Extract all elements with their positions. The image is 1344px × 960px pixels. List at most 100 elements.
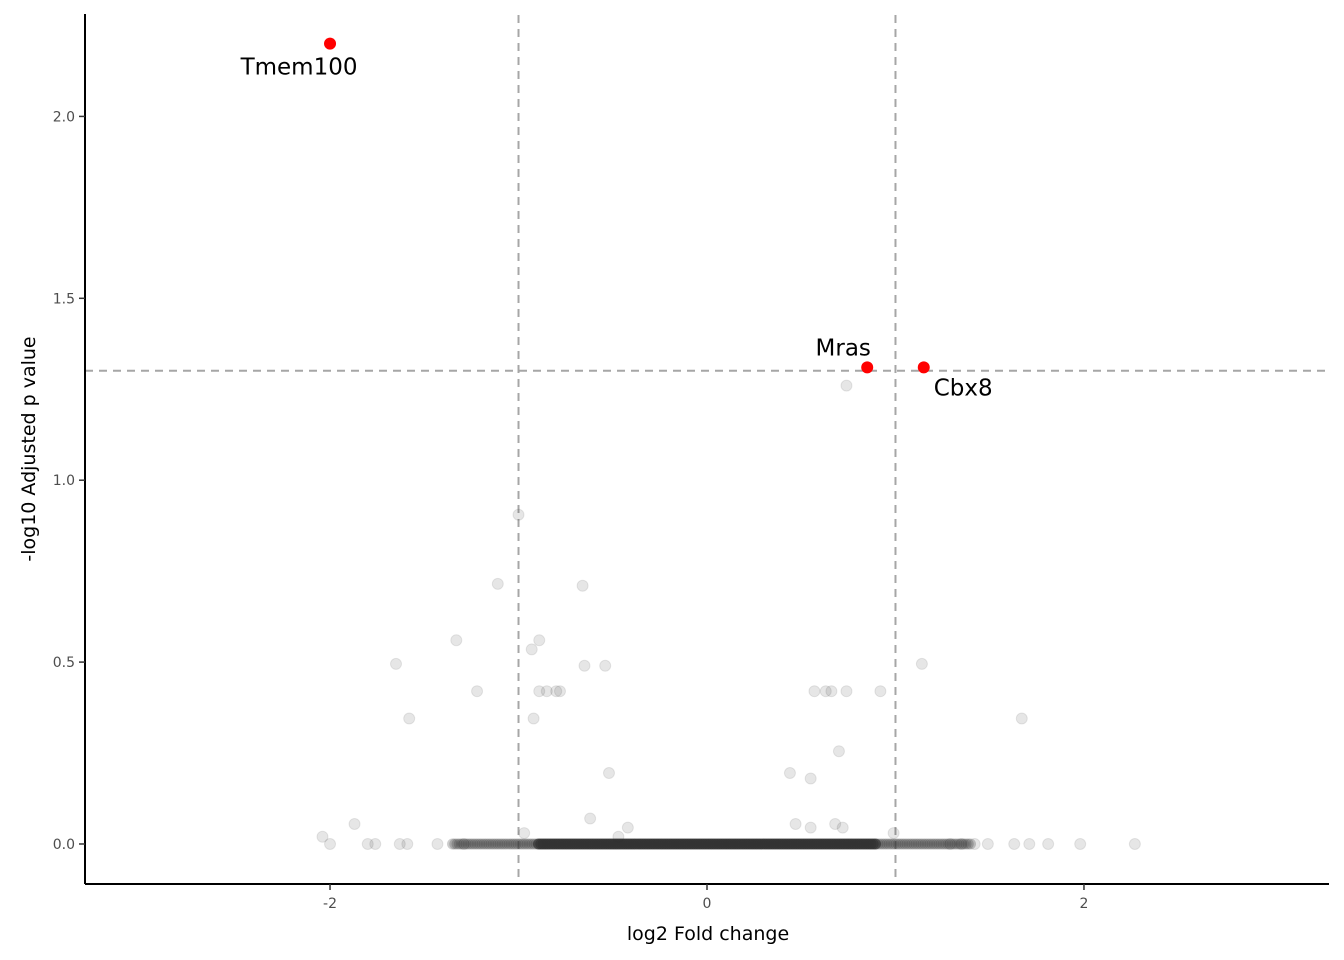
- data-point: [890, 838, 902, 850]
- data-point: [492, 838, 504, 850]
- data-point: [825, 685, 838, 698]
- data-point: [897, 838, 909, 850]
- data-point: [499, 838, 511, 850]
- y-tick-label: 1.5: [53, 291, 75, 307]
- data-point: [946, 838, 958, 850]
- y-tick-label: 0.5: [53, 655, 75, 671]
- data-point: [517, 838, 529, 850]
- data-point: [962, 838, 974, 850]
- data-point: [951, 838, 963, 850]
- data-point: [881, 838, 893, 850]
- data-point: [808, 685, 821, 698]
- data-point: [892, 838, 904, 850]
- y-tick-label: 1.0: [53, 473, 75, 489]
- data-point: [512, 508, 525, 521]
- data-point: [447, 838, 459, 850]
- data-point: [508, 838, 520, 850]
- data-point: [955, 838, 967, 850]
- data-point: [819, 685, 832, 698]
- data-point: [924, 838, 936, 850]
- data-point: [922, 838, 934, 850]
- data-point: [928, 838, 940, 850]
- data-point: [915, 657, 928, 670]
- data-point: [525, 643, 538, 656]
- data-point: [457, 837, 470, 850]
- data-point: [451, 838, 463, 850]
- data-point: [324, 837, 337, 850]
- data-point: [460, 838, 472, 850]
- significant-point: [917, 361, 930, 374]
- data-point: [937, 838, 949, 850]
- data-point: [874, 838, 886, 850]
- data-point: [933, 838, 945, 850]
- x-tick-label: 0: [703, 896, 712, 912]
- data-point: [474, 838, 486, 850]
- data-point: [829, 817, 842, 830]
- y-axis: 0.0 0.5 1.0 1.5 2.0: [53, 14, 86, 884]
- data-point: [533, 685, 546, 698]
- y-axis-title: -log10 Adjusted p value: [18, 336, 40, 561]
- data-point: [361, 837, 374, 850]
- data-point: [469, 838, 481, 850]
- data-point: [901, 838, 913, 850]
- background-points: [316, 379, 1141, 850]
- data-point: [503, 838, 515, 850]
- data-point: [1015, 712, 1028, 725]
- data-point: [521, 838, 533, 850]
- gene-label: Tmem100: [240, 55, 358, 81]
- data-point: [527, 712, 540, 725]
- gene-label: Cbx8: [934, 375, 993, 401]
- data-point: [487, 838, 499, 850]
- data-point: [401, 837, 414, 850]
- data-point: [935, 838, 947, 850]
- data-point: [903, 838, 915, 850]
- data-point: [348, 817, 361, 830]
- data-point: [894, 838, 906, 850]
- data-point: [510, 838, 522, 850]
- data-point: [783, 767, 796, 780]
- data-point: [518, 827, 531, 840]
- data-point: [553, 685, 566, 698]
- data-point: [942, 838, 954, 850]
- data-point: [369, 837, 382, 850]
- data-point: [550, 685, 563, 698]
- data-point: [965, 838, 977, 850]
- data-point: [431, 837, 444, 850]
- data-point: [915, 838, 927, 850]
- threshold-lines: [85, 15, 1329, 884]
- data-point: [940, 838, 952, 850]
- data-point: [483, 838, 495, 850]
- data-point: [456, 838, 468, 850]
- data-point: [467, 838, 479, 850]
- data-point: [944, 838, 956, 850]
- data-point: [1128, 837, 1141, 850]
- x-tick-label: 2: [1080, 896, 1089, 912]
- data-point: [804, 772, 817, 785]
- data-point: [944, 837, 957, 850]
- y-tick-label: 0.0: [53, 837, 75, 853]
- data-point: [471, 838, 483, 850]
- data-point: [960, 838, 972, 850]
- data-point: [1008, 837, 1021, 850]
- x-axis: -2 0 2: [85, 883, 1329, 912]
- data-point: [465, 838, 477, 850]
- data-point: [533, 634, 546, 647]
- data-point: [450, 634, 463, 647]
- data-point: [462, 838, 474, 850]
- data-point: [480, 838, 492, 850]
- data-point: [981, 837, 994, 850]
- data-point: [540, 685, 553, 698]
- data-point: [840, 685, 853, 698]
- data-point: [840, 379, 853, 392]
- data-point: [471, 685, 484, 698]
- data-point: [917, 838, 929, 850]
- data-point: [576, 579, 589, 592]
- data-point: [403, 712, 416, 725]
- data-point: [578, 659, 591, 672]
- data-point: [458, 838, 470, 850]
- gene-label: Mras: [816, 335, 871, 361]
- data-point: [885, 838, 897, 850]
- data-point: [872, 838, 884, 850]
- data-point: [519, 838, 531, 850]
- data-point: [958, 838, 970, 850]
